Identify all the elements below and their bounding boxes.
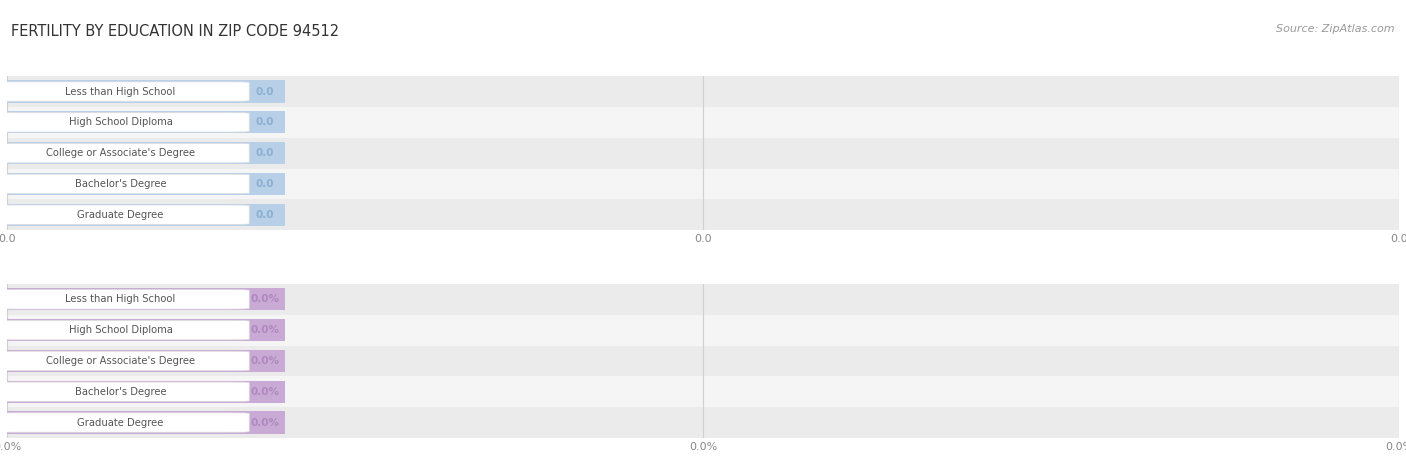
Text: 0.0%: 0.0% (250, 387, 278, 397)
Bar (7, 138, 1399, 169)
Text: FERTILITY BY EDUCATION IN ZIP CODE 94512: FERTILITY BY EDUCATION IN ZIP CODE 94512 (11, 24, 339, 39)
Text: Bachelor's Degree: Bachelor's Degree (75, 387, 166, 397)
Text: College or Associate's Degree: College or Associate's Degree (46, 148, 195, 158)
Text: Less than High School: Less than High School (65, 294, 176, 304)
Bar (7, 80, 285, 103)
FancyBboxPatch shape (0, 174, 249, 194)
FancyBboxPatch shape (0, 382, 249, 401)
FancyBboxPatch shape (0, 320, 249, 340)
FancyBboxPatch shape (0, 290, 249, 309)
Text: 0.0%: 0.0% (250, 417, 278, 427)
Text: 0.0%: 0.0% (250, 356, 278, 366)
FancyBboxPatch shape (0, 351, 249, 371)
Bar (7, 319, 285, 341)
Text: 0.0%: 0.0% (250, 294, 278, 304)
Text: Source: ZipAtlas.com: Source: ZipAtlas.com (1277, 24, 1395, 34)
FancyBboxPatch shape (0, 143, 249, 163)
FancyBboxPatch shape (0, 82, 249, 101)
Bar (7, 407, 1399, 438)
FancyBboxPatch shape (0, 413, 249, 432)
Bar (7, 76, 1399, 107)
Text: 0.0: 0.0 (256, 148, 274, 158)
Bar (7, 377, 1399, 407)
Bar (7, 411, 285, 434)
Bar (7, 346, 1399, 377)
Bar (7, 107, 1399, 138)
Text: College or Associate's Degree: College or Associate's Degree (46, 356, 195, 366)
Text: 0.0: 0.0 (256, 179, 274, 189)
Text: 0.0%: 0.0% (250, 325, 278, 335)
Bar (7, 173, 285, 195)
Bar (7, 142, 285, 164)
FancyBboxPatch shape (0, 205, 249, 224)
Bar (7, 284, 1399, 315)
Bar (7, 288, 285, 310)
FancyBboxPatch shape (0, 113, 249, 132)
Bar (7, 381, 285, 403)
Bar (7, 111, 285, 133)
Bar (7, 169, 1399, 199)
Text: Bachelor's Degree: Bachelor's Degree (75, 179, 166, 189)
Bar (7, 315, 1399, 346)
Bar (7, 350, 285, 372)
Text: High School Diploma: High School Diploma (69, 118, 173, 128)
Text: Graduate Degree: Graduate Degree (77, 417, 163, 427)
Text: 0.0: 0.0 (256, 87, 274, 97)
Text: High School Diploma: High School Diploma (69, 325, 173, 335)
Text: Less than High School: Less than High School (65, 87, 176, 97)
Bar (7, 199, 1399, 230)
Text: 0.0: 0.0 (256, 210, 274, 220)
Text: 0.0: 0.0 (256, 118, 274, 128)
Bar (7, 204, 285, 226)
Text: Graduate Degree: Graduate Degree (77, 210, 163, 220)
